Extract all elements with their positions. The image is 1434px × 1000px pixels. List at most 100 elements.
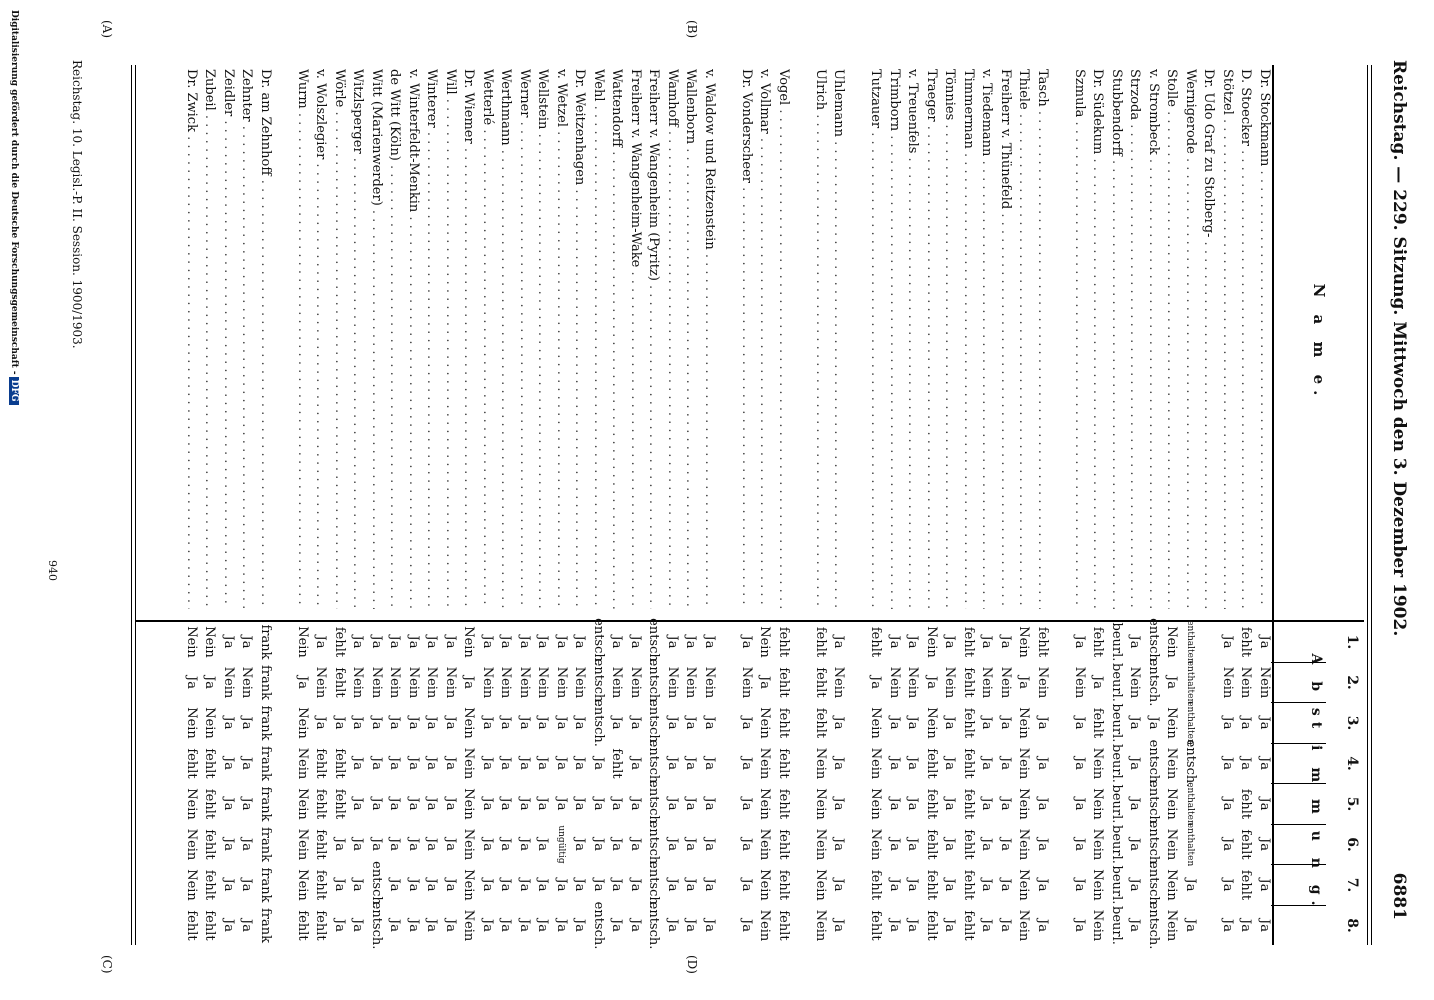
member-name: v. Tiedemann — [979, 69, 995, 609]
table-row: WillJaNeinJaJaJaJaJaJa — [442, 65, 458, 945]
table-row: Wernigerodeenthaltenenthaltenenthaltenen… — [1182, 65, 1198, 945]
vote-cell: entsch. — [591, 901, 606, 950]
vote-cell: Ja — [665, 919, 680, 932]
column-divider — [1271, 904, 1326, 906]
member-name: Uhlemann — [831, 69, 847, 609]
table-row: Dr. Udo Graf zu Stolberg- — [1201, 65, 1217, 945]
vote-cell: Nein — [813, 909, 828, 942]
table-row: v. WolszlegierJaNeinJafehltfehltfehltfeh… — [313, 65, 329, 945]
vote-table: N a m e. A b st i m m u n g. 1. 2. 3. 4. 5. 6… — [131, 65, 1372, 949]
member-name: Tutzauer — [868, 69, 884, 609]
vote-cell: Ja — [424, 919, 440, 932]
member-name: D. Stoecker — [1238, 69, 1254, 609]
dfg-logo: DFG — [9, 376, 19, 405]
table-row: WallenbornJaNeinJaJaJaJaJaJa — [683, 65, 699, 945]
table-row: WintererJaNeinJaJaJaJaJaJa — [424, 65, 440, 945]
vote-cell: beurl. — [1109, 906, 1124, 945]
vote-cell: Ja — [480, 919, 495, 932]
table-row: UlrichfehltfehltfehltNeinNeinNeinNeinNei… — [812, 65, 828, 945]
table-row: v. Waldow und ReitzensteinJaNeinJaJaJaJa… — [701, 65, 717, 945]
table-row: StrzodaJaNeinJaJaJaJaJaJa — [1127, 65, 1143, 945]
vote-cell: fehlt — [202, 910, 218, 941]
table-row: v. VollmarNeinJaNeinNeinNeinNeinNeinNein — [757, 65, 773, 945]
table-row: Freiherr v. Wangenheim (Pyritz)entsch.en… — [646, 65, 662, 949]
vote-cell: Ja — [1127, 919, 1143, 932]
member-name: Tönnies — [942, 69, 958, 609]
table-row: StolleNeinJaNeinNeinNeinNeinNeinNein — [1164, 65, 1180, 945]
table-row: Vogelfehltfehltfehltfehltfehltfehltfehlt… — [775, 65, 791, 945]
vote-cell: Ja — [406, 919, 421, 932]
member-name: Vogel — [775, 69, 791, 609]
table-row: WerthmannJaNeinJaJaJaJaJaJa — [498, 65, 514, 945]
vote-cell: Ja — [1183, 919, 1198, 932]
column-divider — [1271, 742, 1326, 744]
member-name: Stolle — [1164, 69, 1180, 609]
dfg-attribution: Digitalisierung gefördert durch die Deut… — [9, 10, 19, 990]
vote-cell: frank — [258, 907, 273, 944]
vote-cell: fehlt — [924, 910, 939, 941]
table-row: TutzauerfehltJaNeinNeinNeinNeinfehltfehl… — [868, 65, 884, 945]
member-name: v. Treuenfels — [905, 69, 921, 609]
table-row: D. StoeckerfehltNeinJaJafehltfehltfehltJ… — [1238, 65, 1254, 945]
member-name: Witzlsperger — [350, 69, 366, 609]
vote-cell: Ja — [739, 919, 754, 932]
member-name: Werthmann — [498, 69, 514, 609]
member-name: Freiherr v. Wangenheim (Pyritz) — [646, 69, 662, 609]
member-name: Traeger — [923, 69, 939, 609]
member-name: Dr. am Zehnhoff — [257, 69, 273, 609]
table-row: WetterléJaNeinJaJaJaJaJaJa — [479, 65, 495, 945]
member-name: Dr. Udo Graf zu Stolberg- — [1201, 69, 1217, 609]
member-name: Szmula — [1071, 69, 1087, 609]
member-name: Wernigerode — [1182, 69, 1198, 609]
table-row: TraegerNeinJaNeinfehltfehltfehltfehltfeh… — [923, 65, 939, 945]
member-name: Wattendorff — [609, 69, 625, 609]
vote-cell: Ja — [702, 919, 717, 932]
dfg-attribution-text: Digitalisierung gefördert durch die Deut… — [9, 10, 19, 375]
vote-cell: Ja — [1035, 919, 1050, 932]
vote-cell: Ja — [498, 919, 514, 932]
vote-cell: Ja — [443, 919, 458, 932]
vote-cell: Ja — [221, 919, 236, 932]
member-name: v. Wolszlegier — [313, 69, 329, 609]
table-row: WattendorffJaNeinJafehltJaJaJaJa — [609, 65, 625, 945]
page-header: Reichstag. — 229. Sitzung. Mittwoch den … — [1369, 60, 1409, 920]
table-row: WörlefehltfehltJafehltfehltJaJaJa — [331, 65, 347, 945]
vote-cell: fehlt — [961, 910, 976, 941]
vote-cell: Nein — [757, 909, 773, 942]
vote-cell: Ja — [554, 919, 569, 932]
table-row: TönniesJaNeinJaJaJaJaJaJa — [942, 65, 958, 945]
table-row: WellsteinJaNeinJaJaJaJaJaJa — [535, 65, 551, 945]
vote-cell: Ja — [998, 919, 1013, 932]
member-name: Dr. Weitzenhagen — [572, 69, 588, 609]
member-name: Timmerman — [960, 69, 976, 609]
table-row — [720, 65, 736, 945]
table-row: Freiherr v. ThünefeldJaNeinJaJaJaJaJaJa — [997, 65, 1013, 945]
member-name: Werner — [516, 69, 532, 609]
margin-mark-c: (C) — [100, 955, 114, 974]
name-header: N a m e. — [1274, 65, 1364, 622]
table-row: v. WetzelJaNeinJaJaJaungültigJaJa — [553, 65, 569, 945]
vote-cell: Ja — [831, 919, 847, 932]
table-row — [849, 65, 865, 945]
vote-cell: Ja — [609, 919, 625, 932]
column-divider — [1271, 702, 1326, 703]
member-name: Wamhoff — [664, 69, 680, 609]
table-row: Freiherr v. Wangenheim-WakeJaNeinJaJaJaJ… — [627, 65, 643, 945]
member-name: Wurm — [294, 69, 310, 609]
member-name: Dr. Stockmann — [1256, 69, 1272, 609]
table-row: WurmNeinJaNeinNeinNeinNeinNeinfehlt — [294, 65, 310, 945]
vote-cell: Nein — [1164, 909, 1180, 942]
member-name: Wörle — [331, 69, 347, 609]
page-footer: Reichstag. 10. Legisl.-P. II. Session. 1… — [70, 60, 84, 349]
member-name: Ulrich — [812, 69, 828, 609]
header-title: Reichstag. — 229. Sitzung. Mittwoch den … — [1389, 60, 1409, 637]
table-row: Dr. WiemerNeinJaNeinNeinNeinNeinNeinNein — [461, 65, 477, 945]
table-row: WernerJaNeinJaJaJaJaJaJa — [516, 65, 532, 945]
member-name: Zehnter — [239, 69, 255, 609]
vote-cell: Ja — [1220, 919, 1235, 932]
vote-cell: Nein — [1016, 909, 1032, 942]
vote-cell: fehlt — [868, 910, 884, 941]
table-row: Dr. SüdekumfehltJafehltNeinNeinNeinNeinN… — [1090, 65, 1106, 945]
